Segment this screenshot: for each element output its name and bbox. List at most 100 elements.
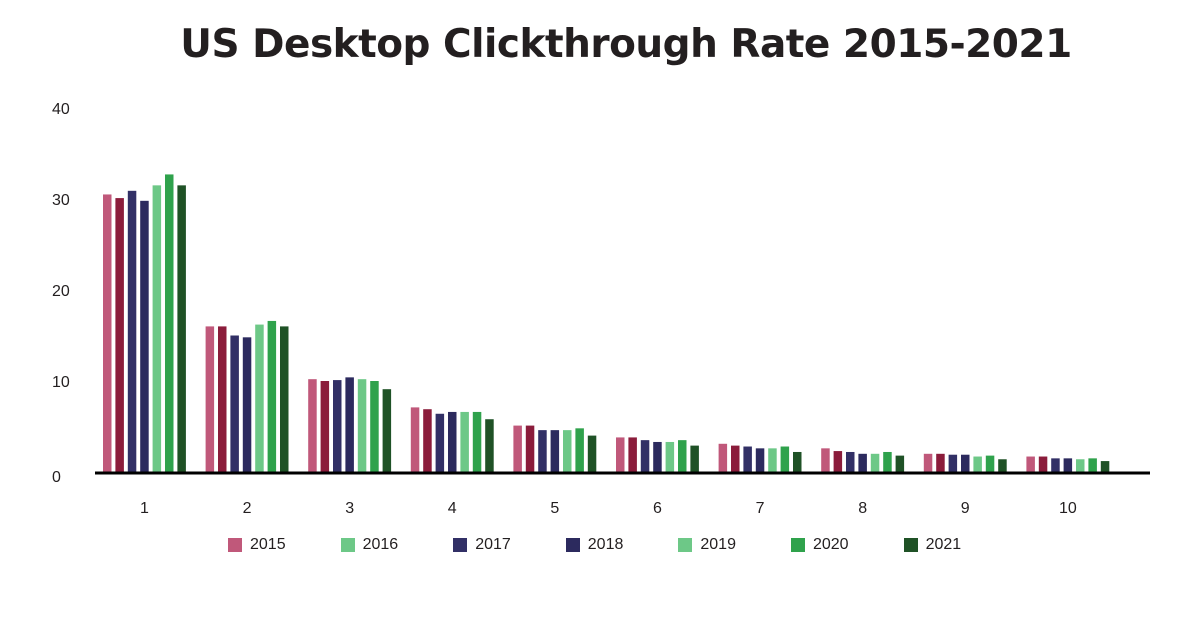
legend-label: 2021 (925, 536, 962, 553)
bar-2018-9 (961, 454, 970, 472)
bar-2021-6 (690, 445, 699, 472)
x-tick-label: 2 (243, 500, 252, 517)
bar-2016-2 (218, 326, 227, 472)
bar-2016-3 (320, 381, 330, 472)
bar-2019-9 (973, 456, 982, 472)
bar-2020-6 (678, 440, 687, 472)
bar-2021-2 (280, 326, 289, 472)
x-tick-label: 3 (345, 500, 354, 517)
y-tick-label: 30 (52, 192, 70, 209)
y-tick-label: 40 (52, 101, 70, 118)
bar-2016-5 (525, 425, 535, 472)
bar-2021-5 (587, 435, 597, 472)
bar-2018-7 (755, 448, 765, 472)
bar-2020-4 (472, 411, 482, 472)
bar-2019-5 (563, 430, 572, 472)
legend-item-2021: 2021 (903, 536, 1017, 554)
bar-2018-1 (140, 200, 149, 472)
legend-label: 2018 (587, 536, 624, 553)
bar-2015-10 (1026, 456, 1035, 472)
bar-2016-1 (115, 198, 124, 472)
bar-2019-3 (357, 379, 367, 472)
legend-label: 2015 (250, 536, 286, 553)
legend-swatch (678, 538, 693, 552)
bar-2015-8 (821, 448, 830, 472)
chart-title: US Desktop Clickthrough Rate 2015-2021 (180, 22, 1072, 67)
bar-2019-6 (665, 441, 675, 472)
legend-swatch (565, 538, 580, 552)
bar-2021-7 (793, 451, 802, 472)
legend-swatch (790, 538, 805, 552)
bar-2016-10 (1038, 456, 1048, 472)
bar-2016-6 (628, 437, 637, 472)
legend-swatch (340, 538, 355, 552)
bar-2015-7 (718, 443, 728, 472)
bar-2020-8 (883, 451, 892, 472)
bar-2021-4 (485, 419, 494, 472)
bar-2018-10 (1063, 458, 1073, 472)
bar-2018-6 (653, 441, 662, 472)
legend-swatch (903, 538, 918, 552)
bar-2017-9 (948, 454, 958, 472)
bar-2021-9 (998, 459, 1007, 472)
bar-2017-7 (743, 446, 752, 472)
bar-2015-9 (923, 453, 933, 472)
bar-2020-2 (267, 320, 277, 472)
bar-2019-4 (460, 411, 469, 472)
bar-2017-2 (230, 335, 239, 472)
bar-2021-8 (895, 455, 905, 472)
bar-2020-9 (985, 455, 995, 472)
bar-2020-1 (165, 174, 174, 472)
bar-2015-3 (308, 379, 317, 472)
bar-2015-2 (205, 326, 215, 472)
legend-label: 2020 (812, 536, 849, 553)
bar-2020-10 (1088, 458, 1097, 472)
x-tick-label: 6 (653, 500, 662, 517)
bar-2018-4 (448, 411, 457, 472)
x-tick-label: 10 (1059, 500, 1077, 517)
bar-2017-1 (127, 190, 137, 472)
legend-item-2018: 2018 (565, 536, 679, 554)
bar-2018-8 (858, 453, 867, 472)
y-tick-label: 10 (52, 374, 70, 391)
bar-2020-5 (575, 428, 584, 472)
bar-2021-1 (177, 185, 186, 472)
legend-swatch (228, 538, 242, 552)
bar-2021-10 (1100, 461, 1110, 472)
bar-2018-3 (345, 377, 354, 472)
legend-label: 2019 (700, 536, 736, 553)
bar-2019-8 (870, 453, 880, 472)
bar-2020-7 (780, 446, 790, 472)
x-tick-label: 8 (858, 500, 867, 517)
bar-2017-3 (333, 380, 342, 472)
x-tick-label: 5 (550, 500, 559, 517)
bar-2018-2 (242, 337, 252, 472)
bar-2017-6 (640, 440, 650, 472)
bar-2015-6 (616, 437, 625, 472)
bar-2015-1 (103, 194, 112, 472)
x-tick-label: 1 (140, 500, 149, 517)
x-tick-label: 7 (756, 500, 765, 517)
bar-2018-5 (550, 430, 560, 472)
bar-2015-5 (513, 425, 522, 472)
bar-2016-9 (936, 453, 945, 472)
legend-label: 2016 (362, 536, 399, 553)
bar-2016-4 (423, 409, 432, 472)
bar-2021-3 (382, 389, 392, 472)
legend-label: 2017 (475, 536, 511, 553)
bar-2017-5 (538, 430, 547, 472)
bar-2016-8 (833, 451, 843, 472)
bar-2017-10 (1051, 458, 1060, 472)
legend-item-2019: 2019 (678, 536, 791, 554)
bar-2019-10 (1076, 459, 1085, 472)
legend-item-2017: 2017 (453, 536, 566, 554)
bar-2015-4 (410, 407, 420, 472)
legend-item-2015: 2015 (228, 536, 341, 554)
y-tick-label: 0 (52, 469, 61, 486)
bar-2019-2 (255, 324, 264, 472)
x-tick-label: 9 (961, 500, 970, 517)
bar-2017-8 (846, 451, 855, 472)
bar-2019-7 (768, 448, 777, 472)
bar-2020-3 (370, 381, 379, 472)
